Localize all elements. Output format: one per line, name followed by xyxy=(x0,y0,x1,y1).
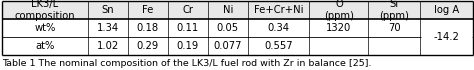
Text: Fe+Cr+Ni: Fe+Cr+Ni xyxy=(254,5,303,15)
Text: wt%: wt% xyxy=(34,23,56,33)
Text: Table 1 The nominal composition of the LK3/L fuel rod with Zr in balance [25].: Table 1 The nominal composition of the L… xyxy=(2,59,372,68)
Text: 0.077: 0.077 xyxy=(213,41,242,51)
Text: 1.34: 1.34 xyxy=(97,23,119,33)
Text: 0.18: 0.18 xyxy=(137,23,159,33)
Text: Sn: Sn xyxy=(101,5,114,15)
Text: log A: log A xyxy=(434,5,459,15)
Text: Si
(ppm): Si (ppm) xyxy=(379,0,409,21)
Text: 70: 70 xyxy=(388,23,401,33)
Bar xyxy=(2,1,473,55)
Text: 0.29: 0.29 xyxy=(137,41,159,51)
Text: Ni: Ni xyxy=(222,5,233,15)
Bar xyxy=(2,1,473,19)
Text: 1.02: 1.02 xyxy=(97,41,119,51)
Text: 0.19: 0.19 xyxy=(177,41,199,51)
Text: at%: at% xyxy=(36,41,55,51)
Text: 0.05: 0.05 xyxy=(217,23,239,33)
Text: -14.2: -14.2 xyxy=(434,32,459,42)
Text: 1320: 1320 xyxy=(326,23,352,33)
Text: Cr: Cr xyxy=(182,5,193,15)
Text: 0.11: 0.11 xyxy=(177,23,199,33)
Text: 0.34: 0.34 xyxy=(268,23,290,33)
Text: Fe: Fe xyxy=(142,5,154,15)
Text: 0.557: 0.557 xyxy=(264,41,293,51)
Text: LK3/L
composition: LK3/L composition xyxy=(15,0,75,21)
Text: O
(ppm): O (ppm) xyxy=(324,0,354,21)
